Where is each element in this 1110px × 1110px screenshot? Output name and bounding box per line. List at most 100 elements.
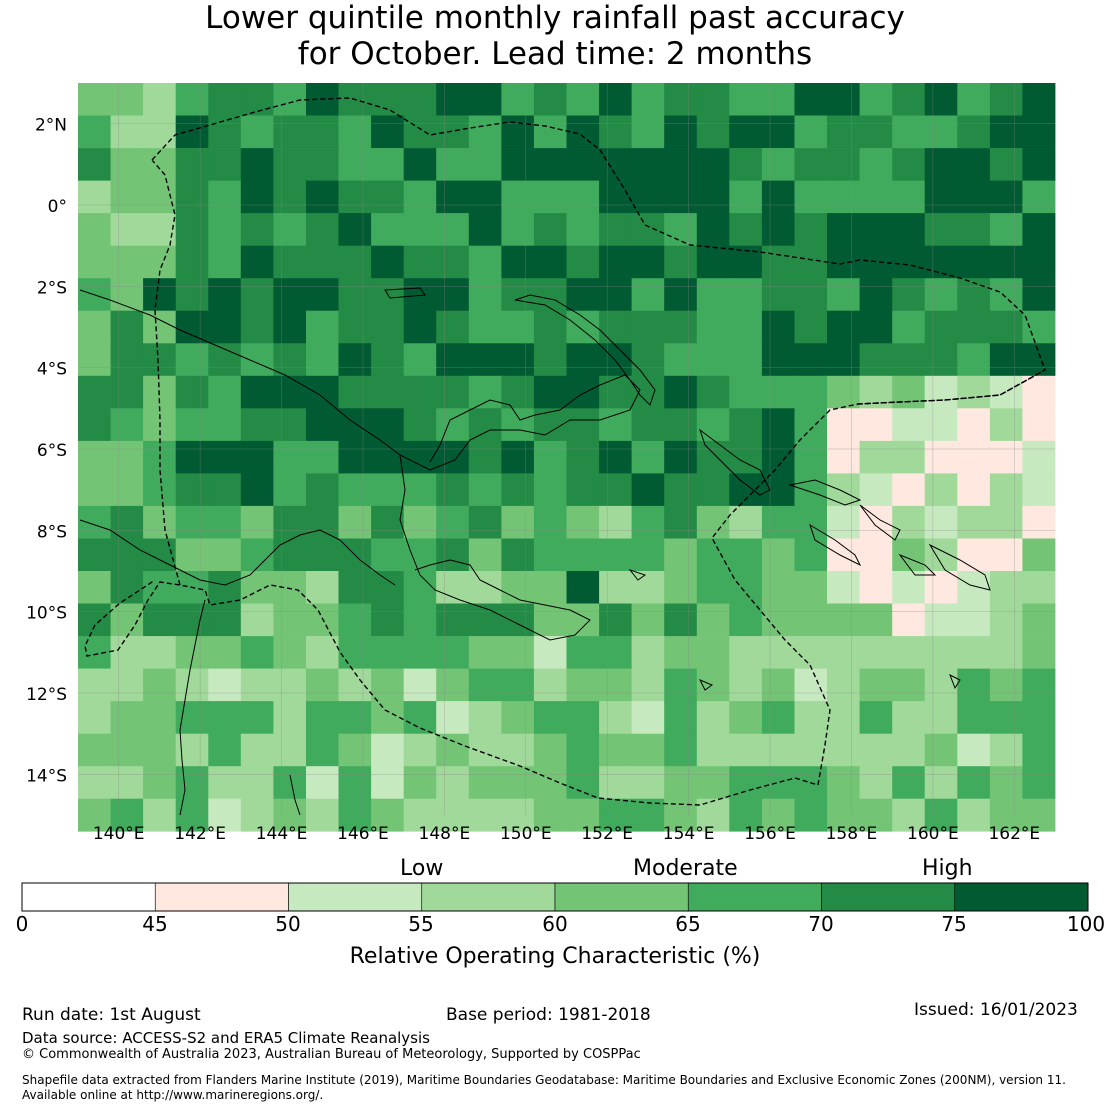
roc-cell <box>794 798 828 832</box>
roc-cell <box>436 668 470 702</box>
roc-cell <box>403 375 437 409</box>
data-source: Data source: ACCESS-S2 and ERA5 Climate … <box>22 1029 430 1047</box>
roc-cell <box>859 180 893 214</box>
roc-cell <box>957 440 991 474</box>
roc-cell <box>208 473 242 507</box>
roc-cell <box>468 148 502 181</box>
roc-cell <box>924 571 958 604</box>
roc-cell <box>110 213 144 246</box>
lon-label: 154°E <box>663 824 715 844</box>
roc-cell <box>892 668 926 702</box>
lat-label: 10°S <box>26 604 67 624</box>
roc-cell <box>501 766 535 800</box>
title-line-2: for October. Lead time: 2 months <box>297 36 813 72</box>
roc-cell <box>957 766 991 800</box>
roc-cell <box>761 538 795 572</box>
roc-cell <box>989 278 1023 312</box>
roc-cell <box>403 603 437 637</box>
lon-label: 144°E <box>256 824 308 844</box>
roc-cell <box>859 213 893 246</box>
roc-cell <box>696 278 730 312</box>
roc-cell <box>143 148 177 181</box>
roc-cell <box>924 766 958 800</box>
roc-cell <box>664 571 698 604</box>
roc-cell <box>859 115 893 149</box>
roc-cell <box>403 440 437 474</box>
roc-cell <box>794 636 828 669</box>
roc-cell <box>859 766 893 800</box>
roc-cell <box>501 310 535 344</box>
roc-cell <box>436 798 470 832</box>
roc-cell <box>371 636 405 669</box>
roc-cell <box>273 180 307 214</box>
roc-cell <box>761 180 795 214</box>
roc-cell <box>696 343 730 377</box>
lat-label: 6°S <box>37 441 67 461</box>
roc-cell <box>403 83 437 116</box>
roc-cell <box>175 473 209 507</box>
roc-cell <box>338 375 372 409</box>
roc-cell <box>371 440 405 474</box>
roc-cell <box>859 310 893 344</box>
roc-cell <box>208 408 242 442</box>
roc-cell <box>599 473 633 507</box>
axis-labels: 2°N 0° 2°S 4°S 6°S 8°S 10°S 12°S 14°S 140°E 142°E 1… <box>26 116 1040 844</box>
roc-cell <box>533 603 567 637</box>
roc-cell <box>631 213 665 246</box>
roc-cell <box>989 636 1023 669</box>
roc-cell <box>989 766 1023 800</box>
roc-cell <box>208 343 242 377</box>
roc-cell <box>208 278 242 312</box>
roc-cell <box>599 148 633 181</box>
roc-cell <box>859 603 893 637</box>
roc-cell <box>240 180 274 214</box>
roc-cell <box>273 701 307 734</box>
roc-cell <box>827 83 860 116</box>
roc-cell <box>566 115 600 149</box>
roc-cell <box>957 408 991 442</box>
roc-cell <box>566 538 600 572</box>
roc-cell <box>664 733 698 767</box>
cbar-tick-0: 0 <box>15 912 29 936</box>
roc-cell <box>273 798 307 832</box>
roc-cell <box>1022 278 1056 312</box>
roc-cell <box>924 375 958 409</box>
roc-cell <box>371 603 405 637</box>
roc-cell <box>371 375 405 409</box>
roc-cell <box>403 278 437 312</box>
roc-cell <box>273 115 307 149</box>
roc-cell <box>273 440 307 474</box>
roc-cell <box>501 408 535 442</box>
roc-cell <box>338 473 372 507</box>
roc-cell <box>729 83 763 116</box>
roc-cell <box>403 668 437 702</box>
roc-cell <box>338 213 372 246</box>
roc-cell <box>175 213 209 246</box>
roc-cell <box>989 83 1023 116</box>
roc-cell <box>240 668 274 702</box>
roc-cell <box>306 180 339 214</box>
roc-cell <box>1022 408 1056 442</box>
roc-cell <box>729 505 763 539</box>
roc-cell <box>631 278 665 312</box>
roc-cell <box>403 571 437 604</box>
roc-cell <box>436 245 470 279</box>
roc-cell <box>827 278 860 312</box>
roc-cell <box>208 115 242 149</box>
colorbar <box>21 882 1089 912</box>
roc-cell <box>794 408 828 442</box>
roc-cell <box>436 636 470 669</box>
roc-cell <box>78 766 111 800</box>
roc-cell <box>501 603 535 637</box>
colorbar-segment <box>821 882 956 912</box>
roc-cell <box>110 343 144 377</box>
roc-cell <box>664 213 698 246</box>
roc-cell <box>371 148 405 181</box>
roc-cell <box>599 343 633 377</box>
roc-cell <box>533 213 567 246</box>
roc-cell <box>533 440 567 474</box>
roc-cell <box>696 798 730 832</box>
roc-cell <box>143 668 177 702</box>
run-date: Run date: 1st August <box>22 1005 201 1025</box>
roc-cell <box>957 83 991 116</box>
